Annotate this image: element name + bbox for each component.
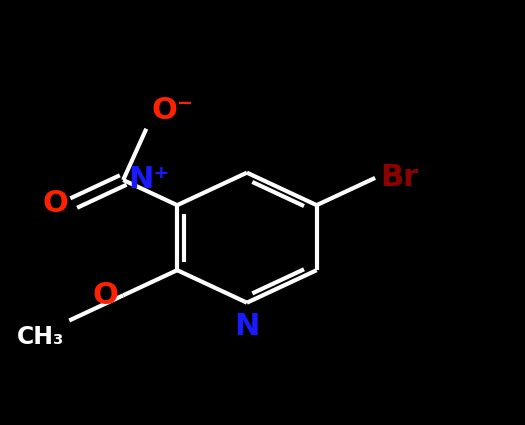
Text: N: N [234,312,259,341]
Text: O: O [43,189,69,218]
Text: O: O [92,281,118,310]
Text: O⁻: O⁻ [152,96,193,125]
Text: CH₃: CH₃ [17,325,64,348]
Text: Br: Br [380,163,418,193]
Text: N⁺: N⁺ [129,165,170,195]
